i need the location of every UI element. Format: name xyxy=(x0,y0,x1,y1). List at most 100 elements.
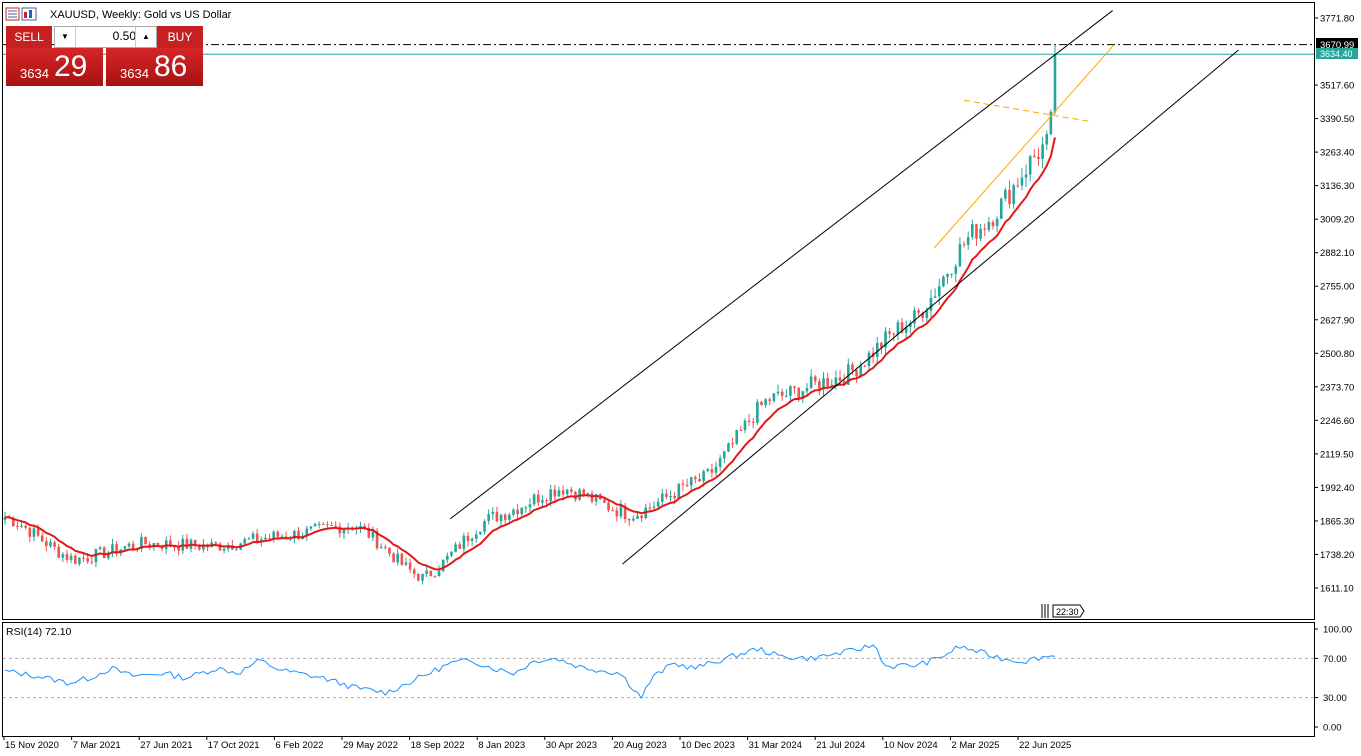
candle-body xyxy=(144,536,147,545)
candle-body xyxy=(809,376,813,388)
candle-body xyxy=(32,528,36,537)
candle-body xyxy=(450,551,453,556)
candle-body xyxy=(574,491,577,500)
candle-body xyxy=(987,222,991,230)
candle-body xyxy=(508,514,511,520)
candle-body xyxy=(446,555,449,560)
price-axis-label: 2755.00 xyxy=(1320,282,1354,293)
price-axis-label: 3771.80 xyxy=(1320,14,1354,25)
candle-body xyxy=(797,387,801,399)
candle-body xyxy=(830,384,834,387)
candle-body xyxy=(16,526,19,528)
candles xyxy=(3,44,1057,585)
candle-body xyxy=(590,493,594,502)
menu-icon[interactable] xyxy=(5,7,20,21)
candle-body xyxy=(412,569,416,574)
lot-size-field[interactable]: ▼ ▲ xyxy=(54,26,157,48)
price-axis-label: 3517.60 xyxy=(1320,81,1354,92)
candle-body xyxy=(946,273,949,277)
candle-body xyxy=(417,573,420,581)
candle-body xyxy=(842,380,846,385)
candle-body xyxy=(433,576,437,578)
channel-upper-line[interactable] xyxy=(449,10,1113,520)
candle-body xyxy=(359,525,362,528)
time-axis-label: 22 Jun 2025 xyxy=(1019,740,1071,751)
time-marker[interactable]: 22:30 xyxy=(1041,604,1085,618)
candle-body xyxy=(177,546,180,551)
time-axis-label: 17 Oct 2021 xyxy=(208,740,260,751)
candle-body xyxy=(131,543,135,549)
candle-body xyxy=(826,378,829,387)
sell-button[interactable]: SELL xyxy=(6,26,52,48)
candle-body xyxy=(921,312,925,318)
time-axis-label: 29 May 2022 xyxy=(343,740,398,751)
candle-body xyxy=(776,391,780,394)
price-axis-label: 3136.30 xyxy=(1320,181,1354,192)
lot-size-input[interactable] xyxy=(76,28,138,44)
candle-body xyxy=(942,276,945,287)
candle-body xyxy=(98,547,102,550)
time-axis-label: 18 Sep 2022 xyxy=(411,740,465,751)
candle-body xyxy=(156,543,160,547)
candle-body xyxy=(251,533,255,539)
bid-price-button[interactable]: 3634 29 xyxy=(6,48,103,86)
candle-body xyxy=(971,224,974,238)
candle-body xyxy=(751,421,755,423)
rsi-axis-label: 100.00 xyxy=(1323,625,1352,636)
candle-body xyxy=(1028,156,1032,175)
ask-price-button[interactable]: 3634 86 xyxy=(106,48,203,86)
candle-body xyxy=(884,331,887,348)
candle-body xyxy=(123,546,127,550)
price-axis-label: 3390.50 xyxy=(1320,114,1354,125)
candle-body xyxy=(400,553,404,565)
candle-body xyxy=(396,553,400,563)
candle-body xyxy=(545,500,548,502)
candle-body xyxy=(86,558,89,562)
lot-decrease-icon[interactable]: ▼ xyxy=(55,27,76,47)
candle-body xyxy=(689,477,693,486)
candle-body xyxy=(264,537,267,540)
trendline-support[interactable] xyxy=(933,44,1115,249)
candle-body xyxy=(780,391,784,396)
candle-body xyxy=(685,485,689,487)
lot-increase-icon[interactable]: ▲ xyxy=(135,27,156,47)
channel-lower-line[interactable] xyxy=(622,49,1239,565)
candle-body xyxy=(660,493,664,502)
candle-body xyxy=(681,483,685,486)
candle-body xyxy=(437,571,441,577)
price-axis: 3771.80 3517.60 3390.50 3263.40 3136.30 3009.… xyxy=(1314,14,1354,595)
candle-body xyxy=(694,477,697,480)
candle-body xyxy=(665,493,668,497)
candle-body xyxy=(379,546,383,549)
candle-body xyxy=(392,553,395,563)
candle-body xyxy=(82,557,85,559)
candle-body xyxy=(69,555,73,560)
candle-body xyxy=(202,544,205,550)
trendline-dashed[interactable] xyxy=(963,99,1093,123)
candle-body xyxy=(487,514,490,522)
candle-body xyxy=(40,535,44,542)
candle-body xyxy=(65,554,69,560)
candle-body xyxy=(322,523,325,525)
candle-body xyxy=(698,479,701,482)
time-axis-label: 15 Nov 2020 xyxy=(5,740,59,751)
candle-body xyxy=(24,525,27,528)
candle-body xyxy=(247,538,251,540)
chart-window-icon[interactable] xyxy=(21,7,37,21)
candle-body xyxy=(656,501,660,507)
candle-body xyxy=(470,538,474,542)
candle-body xyxy=(235,549,238,551)
buy-button[interactable]: BUY xyxy=(157,26,203,48)
candle-body xyxy=(483,521,486,532)
candle-body xyxy=(615,510,619,517)
ask-price-main: 3634 xyxy=(120,66,149,81)
candle-body xyxy=(78,557,81,564)
time-axis: 15 Nov 2020 7 Mar 2021 27 Jun 2021 17 Oct 2… xyxy=(3,736,1071,751)
price-axis-label: 1611.10 xyxy=(1320,584,1354,595)
current-price-tag: 3634.40 xyxy=(1316,48,1358,59)
candle-body xyxy=(648,507,652,509)
candle-body xyxy=(718,458,722,467)
candle-body xyxy=(913,310,916,324)
candle-body xyxy=(607,502,610,511)
